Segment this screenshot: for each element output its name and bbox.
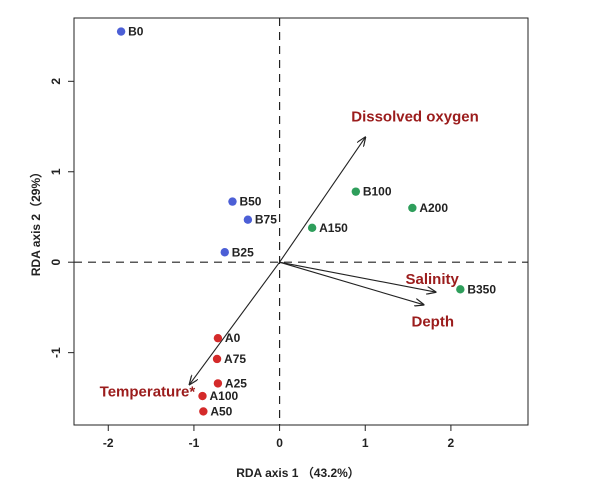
- sample-point: [408, 203, 417, 213]
- sample-point: [220, 248, 229, 257]
- vector-arrow: [279, 137, 366, 263]
- vector-label: Salinity: [405, 271, 459, 288]
- sample-point: [243, 215, 253, 224]
- sample-point: [228, 197, 237, 206]
- sample-point: [307, 223, 317, 233]
- sample-point-label: A100: [209, 389, 238, 403]
- plot-frame: [73, 17, 529, 426]
- x-axis-title: RDA axis 1 （43.2%）: [236, 465, 360, 480]
- vector-label: Dissolved oxygen: [351, 108, 479, 125]
- sample-point-label: B75: [255, 213, 277, 227]
- sample-point: [213, 333, 223, 343]
- sample-point-label: A0: [225, 331, 241, 345]
- sample-point-label: B350: [467, 282, 496, 296]
- vector-label: Temperature*: [100, 383, 196, 400]
- sample-point-label: B50: [239, 195, 261, 209]
- sample-point: [199, 407, 208, 416]
- sample-point: [213, 379, 223, 388]
- y-tick-label: 0: [49, 259, 63, 266]
- sample-point-label: A50: [210, 404, 232, 418]
- sample-point: [198, 391, 207, 401]
- sample-point-label: A200: [419, 201, 448, 215]
- vector-label: Depth: [411, 314, 454, 331]
- x-tick-label: 1: [362, 436, 369, 450]
- sample-point: [212, 354, 222, 364]
- sample-point: [456, 285, 465, 294]
- sample-point-label: A150: [319, 221, 348, 235]
- vector-arrow: [279, 261, 436, 292]
- x-tick-label: -1: [189, 436, 200, 450]
- sample-point-label: B25: [232, 245, 254, 259]
- sample-point: [116, 27, 126, 36]
- sample-points: B0 B50 B75 B25 B100 A200 A150 B350 A0 A75 A25A100A…: [116, 25, 496, 418]
- y-tick-label: -1: [49, 347, 63, 358]
- reference-lines: [74, 18, 528, 425]
- sample-point-label: B0: [128, 25, 144, 39]
- sample-point: [351, 187, 361, 196]
- axis-ticks: -2 -1 0 1 2 -1 0 1 2: [49, 78, 455, 450]
- vector-arrow: [279, 261, 424, 305]
- sample-point-label: B100: [363, 185, 392, 199]
- y-tick-label: 2: [49, 78, 63, 85]
- sample-point-label: A25: [225, 376, 247, 390]
- sample-point-label: A75: [224, 352, 246, 366]
- vector-arrow: [190, 261, 281, 384]
- environmental-vectors: Dissolved oxygen Temperature* Salinity Dept…: [100, 108, 479, 400]
- x-tick-label: 2: [448, 436, 455, 450]
- x-tick-label: -2: [103, 436, 114, 450]
- y-tick-label: 1: [49, 168, 63, 175]
- y-axis-title: RDA axis 2（29%）: [28, 166, 43, 276]
- x-tick-label: 0: [276, 436, 283, 450]
